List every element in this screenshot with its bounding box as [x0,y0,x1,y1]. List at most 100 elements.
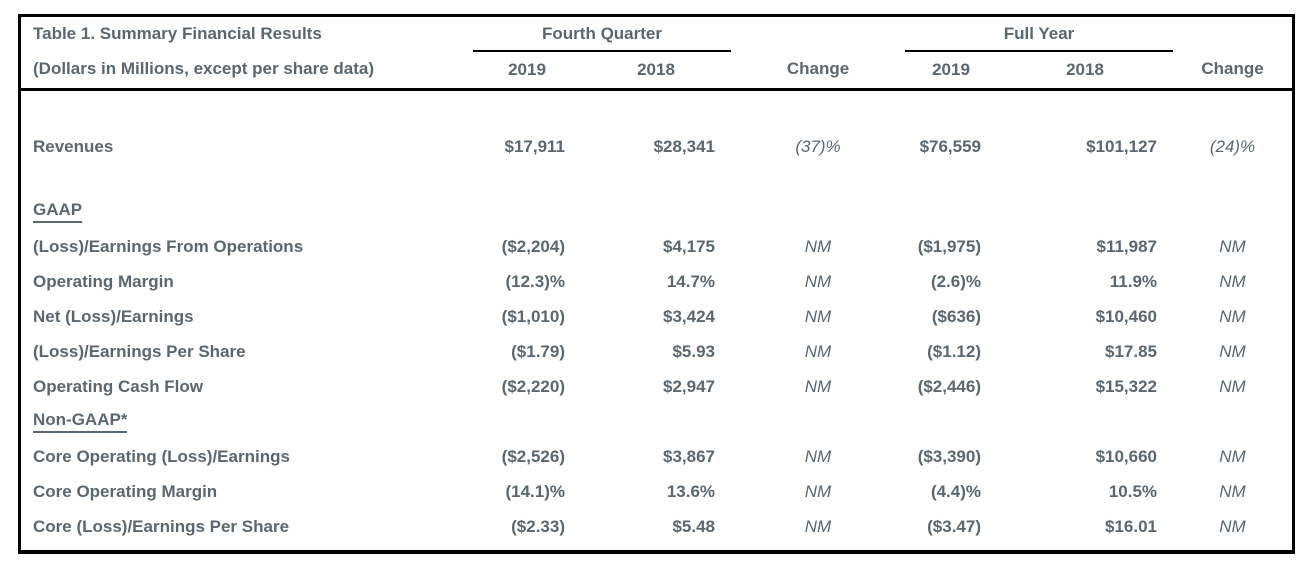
spacer-row [21,164,1292,194]
cell-q4-change: NM [804,271,832,291]
cell-q4-2019: ($2.33) [511,516,565,536]
group-header-gap [731,17,905,51]
spacer-row [21,89,1292,129]
table-row: Revenues $17,911 $28,341 (37)% $76,559 $101,1… [21,129,1292,164]
cell-q4-2018: $5.93 [672,341,716,361]
cell-fy-change: NM [1219,516,1246,536]
spacer-cell [21,89,1292,129]
cell-q4-change: (37)% [795,136,841,156]
section-header-row: GAAP [21,194,1292,229]
col-header-q4-2018: 2018 [581,51,732,91]
header-group-row: Table 1. Summary Financial Results Fourt… [21,17,1292,52]
row-label: (Loss)/Earnings From Operations [33,236,304,256]
cell-fy-2018: 10.5% [1108,481,1158,501]
empty-cell [731,194,905,229]
table-row: (Loss)/Earnings Per Share ($1.79) $5.93 NM (… [21,334,1292,369]
empty-cell [473,404,581,439]
cell-fy-2018: $101,127 [1086,136,1158,156]
row-label: Operating Cash Flow [33,376,204,396]
cell-q4-2018: $2,947 [663,376,716,396]
cell-q4-2018: 14.7% [666,271,716,291]
row-label: Net (Loss)/Earnings [33,306,194,326]
empty-cell [581,194,731,229]
cell-q4-2019: (12.3)% [505,271,565,291]
cell-q4-change: NM [804,516,832,536]
cell-fy-change: (24)% [1209,136,1256,156]
cell-fy-change: NM [1219,271,1246,291]
header-column-row: (Dollars in Millions, except per share d… [21,51,1293,91]
cell-q4-2018: $3,867 [663,446,716,466]
cell-fy-2019: ($636) [931,306,982,326]
empty-cell [997,194,1173,229]
empty-cell [731,404,905,439]
table-row: (Loss)/Earnings From Operations ($2,204) $… [21,229,1292,264]
empty-cell [1173,194,1292,229]
empty-cell [905,404,997,439]
cell-fy-2019: ($1,975) [917,236,982,256]
table-row: Core Operating (Loss)/Earnings ($2,526) $3… [21,439,1292,474]
cell-fy-2019: ($2,446) [917,376,982,396]
cell-q4-2019: ($1,010) [501,306,565,326]
cell-fy-2018: 11.9% [1109,271,1158,291]
cell-q4-2018: $5.48 [672,516,716,536]
summary-financial-results-table: Table 1. Summary Financial Results Fourt… [21,17,1293,544]
section-label-text: GAAP [33,200,83,223]
row-label: Operating Margin [33,271,174,291]
cell-fy-2018: $16.01 [1105,516,1158,536]
cell-fy-2019: ($3.47) [927,516,982,536]
col-header-fy-2018: 2018 [997,51,1174,91]
spacer-cell [21,164,1292,194]
col-header-fy-2019: 2019 [905,51,998,91]
cell-q4-2018: 13.6% [666,481,716,501]
section-label-text: Non-GAAP* [33,410,128,433]
cell-fy-2019: ($3,390) [917,446,982,466]
row-label: Core Operating Margin [33,481,218,501]
cell-q4-change: NM [804,341,832,361]
cell-fy-change: NM [1219,236,1246,256]
table-row: Net (Loss)/Earnings ($1,010) $3,424 NM ($636… [21,299,1292,334]
cell-q4-2018: $4,175 [663,236,716,256]
row-label: Core Operating (Loss)/Earnings [33,446,290,466]
cell-q4-2018: $28,341 [653,136,716,156]
cell-q4-change: NM [804,376,832,396]
cell-q4-change: NM [804,306,832,326]
cell-q4-2019: ($2,526) [501,446,565,466]
group-header-gap [1173,17,1292,51]
cell-fy-change: NM [1219,481,1246,501]
cell-fy-change: NM [1219,306,1246,326]
cell-fy-2018: $11,987 [1096,236,1158,256]
cell-fy-2018: $10,460 [1095,306,1158,326]
cell-q4-change: NM [804,236,832,256]
row-label: Revenues [33,136,114,156]
table-row: Core Operating Margin (14.1)% 13.6% NM (4.4)… [21,474,1292,509]
empty-cell [581,404,731,439]
table-row: Operating Cash Flow ($2,220) $2,947 NM ($2,4… [21,369,1292,404]
section-label: Non-GAAP* [21,404,473,439]
section-header-row: Non-GAAP* [21,404,1292,439]
section-label: GAAP [21,194,473,229]
cell-q4-2019: (14.1)% [505,481,565,501]
cell-fy-change: NM [1219,446,1246,466]
row-label: (Loss)/Earnings Per Share [33,341,246,361]
cell-q4-2019: ($2,220) [501,376,565,396]
col-header-q4-2019: 2019 [473,51,581,91]
empty-cell [473,194,581,229]
cell-q4-2019: ($2,204) [501,236,565,256]
cell-q4-change: NM [804,481,832,501]
row-label: Core (Loss)/Earnings Per Share [33,516,290,536]
table-row: Operating Margin (12.3)% 14.7% NM (2.6)% 11.9… [21,264,1292,299]
cell-fy-2019: (4.4)% [930,481,982,501]
empty-cell [997,404,1173,439]
col-header-q4-change: Change [731,51,906,91]
table-body: Revenues $17,911 $28,341 (37)% $76,559 $101,1… [21,89,1292,544]
cell-q4-change: NM [804,446,832,466]
cell-fy-2019: ($1.12) [927,341,982,361]
cell-fy-change: NM [1219,341,1246,361]
cell-q4-2019: ($1.79) [511,341,565,361]
cell-q4-2018: $3,424 [663,306,716,326]
table-title: Table 1. Summary Financial Results [33,24,322,43]
group-header-fourth-quarter: Fourth Quarter [473,17,732,52]
cell-fy-2018: $17.85 [1105,341,1158,361]
empty-cell [905,194,997,229]
table-subtitle: (Dollars in Millions, except per share d… [21,51,473,91]
